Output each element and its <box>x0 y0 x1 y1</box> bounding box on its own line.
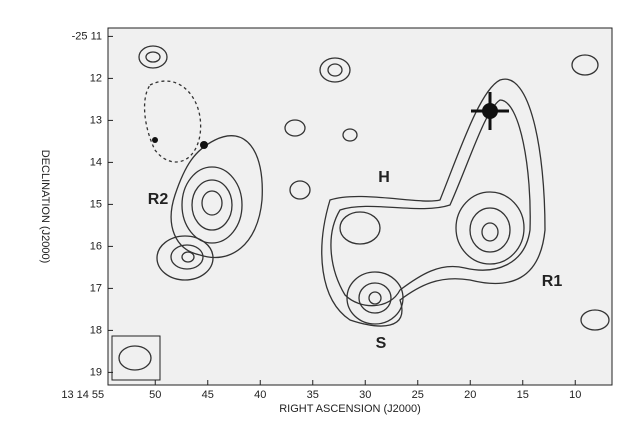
x-tick-label: 15 <box>517 389 529 401</box>
x-tick-label: 20 <box>464 389 476 401</box>
y-tick-label: 18 <box>90 324 102 336</box>
annotation: R2 <box>148 191 169 208</box>
x-tick-label: 10 <box>569 389 581 401</box>
y-tick-label: 19 <box>90 366 102 378</box>
x-tick-label: 25 <box>412 389 424 401</box>
x-tick-label: 35 <box>307 389 319 401</box>
x-tick-label: 13 14 55 <box>61 389 104 401</box>
y-tick-label: 15 <box>90 198 102 210</box>
x-tick-label: 45 <box>202 389 214 401</box>
annotation: R1 <box>542 273 563 290</box>
annotation: H <box>378 169 390 186</box>
x-tick-label: 40 <box>254 389 266 401</box>
y-tick-label: 17 <box>90 282 102 294</box>
annotation: S <box>376 335 387 352</box>
x-tick-label: 30 <box>359 389 371 401</box>
y-tick-label: 12 <box>90 72 102 84</box>
x-tick-label: 50 <box>149 389 161 401</box>
y-axis-label: DECLINATION (J2000) <box>39 150 51 264</box>
y-tick-label: 14 <box>90 156 102 168</box>
y-tick-label: 16 <box>90 240 102 252</box>
contours <box>111 45 610 381</box>
y-tick-label: -25 11 <box>72 30 102 42</box>
y-tick-label: 13 <box>90 114 102 126</box>
x-axis-label: RIGHT ASCENSION (J2000) <box>279 403 421 415</box>
